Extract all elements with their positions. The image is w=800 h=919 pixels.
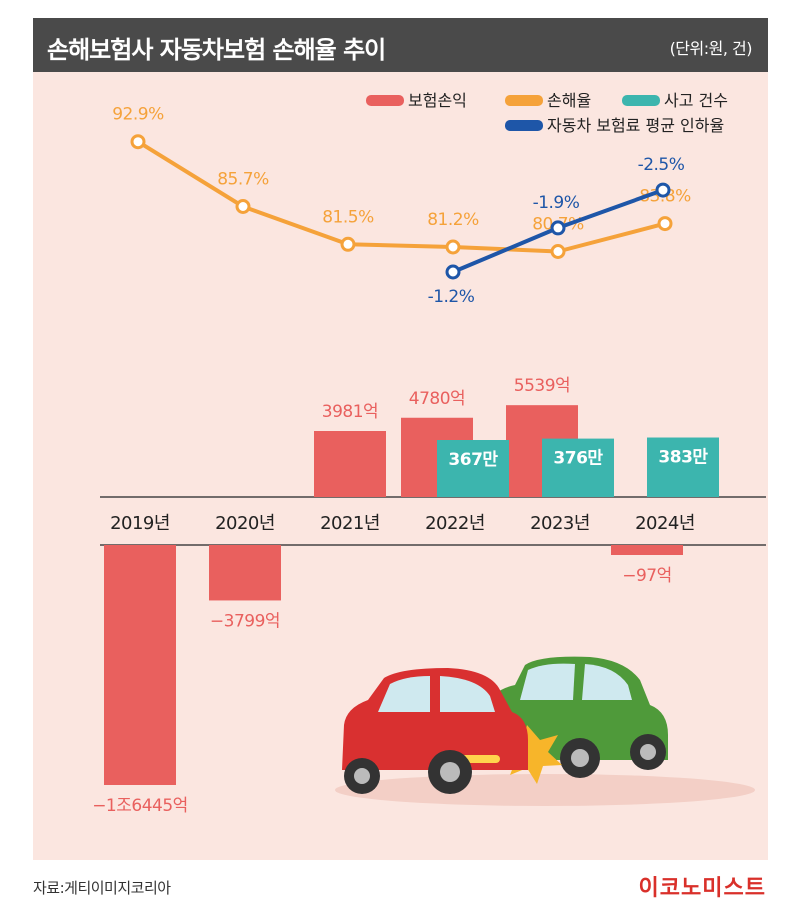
car-crash-illustration [335, 656, 755, 806]
accident-bars: 367만 376만 383만 [437, 437, 719, 497]
accident-bar-3 [437, 440, 509, 497]
brand-logo: 이코노미스트 [638, 876, 766, 901]
profit-label-2: 3981억 [322, 402, 378, 422]
legend-swatch-premium-cut [505, 120, 543, 131]
x-tick-4: 2023년 [530, 513, 590, 534]
cut-point-4 [550, 220, 566, 236]
profit-label-4: 5539억 [514, 376, 570, 396]
accident-bar-5 [647, 437, 719, 497]
loss-label-0: 92.9% [112, 105, 164, 125]
x-tick-1: 2020년 [215, 513, 275, 534]
loss-point-4 [550, 244, 566, 259]
x-tick-3: 2022년 [425, 513, 485, 534]
legend-item-loss-ratio: 손해율 [505, 91, 591, 110]
title-bar: 손해보험사 자동차보험 손해율 추이 (단위:원, 건) [33, 18, 768, 72]
legend-item-profit: 보험손익 [366, 91, 467, 110]
loss-point-5 [657, 216, 673, 232]
profit-label-5: −97억 [622, 566, 672, 586]
legend: 보험손익 손해율 사고 건수 자동차 보험료 평균 인하율 [366, 91, 728, 135]
loss-label-2: 81.5% [322, 207, 374, 227]
accident-label-3: 367만 [448, 450, 498, 470]
accident-label-5: 383만 [658, 448, 708, 468]
accident-bar-4 [542, 438, 614, 497]
profit-label-3: 4780억 [409, 389, 465, 409]
profit-label-0: −1조6445억 [92, 796, 188, 816]
legend-swatch-accidents [622, 95, 660, 106]
premium-cut-points: -1.2% -1.9% -2.5% [428, 155, 686, 307]
x-tick-5: 2024년 [635, 513, 695, 534]
source-note: 자료:게티이미지코리아 [33, 879, 171, 897]
loss-ratio-points: 92.9%85.7%81.5%81.2%80.7%83.8% [112, 105, 692, 259]
profit-bar-5 [611, 545, 683, 555]
unit-note: (단위:원, 건) [669, 39, 753, 58]
cut-point-3 [445, 264, 461, 280]
loss-point-2 [340, 236, 356, 252]
profit-bar-2 [314, 431, 386, 497]
profit-label-1: −3799억 [210, 611, 280, 631]
ground-shadow [335, 774, 755, 806]
accident-label-4: 376만 [553, 449, 603, 469]
cut-label-3: -1.2% [428, 287, 475, 307]
loss-label-1: 85.7% [217, 170, 269, 190]
loss-point-0 [130, 134, 146, 150]
x-tick-2: 2021년 [320, 513, 380, 534]
red-car-icon [342, 668, 528, 794]
cut-label-4: -1.9% [533, 193, 580, 213]
legend-label-loss-ratio: 손해율 [547, 91, 591, 110]
legend-item-premium-cut: 자동차 보험료 평균 인하율 [505, 116, 724, 135]
profit-bar-1 [209, 545, 281, 601]
legend-label-accidents: 사고 건수 [664, 91, 728, 110]
loss-ratio-line [136, 139, 666, 254]
chart-canvas: 보험손익 손해율 사고 건수 자동차 보험료 평균 인하율 2019년 2020년… [92, 91, 766, 816]
profit-bars: −1조6445억 −3799억 3981억 4780억 5539억 −97억 [92, 376, 683, 816]
chart-title: 손해보험사 자동차보험 손해율 추이 [47, 36, 386, 64]
legend-swatch-profit [366, 95, 404, 106]
legend-label-premium-cut: 자동차 보험료 평균 인하율 [547, 116, 724, 135]
loss-point-3 [445, 239, 461, 255]
cut-point-5 [655, 182, 671, 198]
profit-bar-0 [104, 545, 176, 785]
x-tick-0: 2019년 [110, 513, 170, 534]
legend-label-profit: 보험손익 [408, 91, 467, 110]
cut-label-5: -2.5% [638, 155, 685, 175]
x-tick-labels: 2019년 2020년 2021년 2022년 2023년 2024년 [110, 513, 695, 534]
loss-point-1 [235, 199, 251, 214]
loss-label-3: 81.2% [427, 210, 479, 230]
legend-swatch-loss-ratio [505, 95, 543, 106]
legend-item-accidents: 사고 건수 [622, 91, 728, 110]
